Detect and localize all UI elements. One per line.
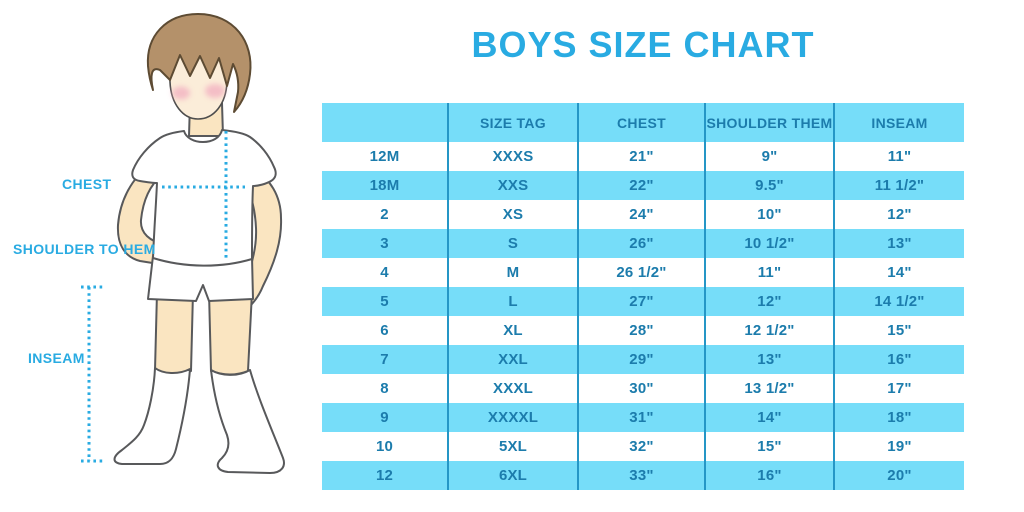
- table-row: 2 XS 24" 10" 12": [322, 200, 964, 229]
- table-cell: 29": [577, 345, 705, 374]
- table-row: 6 XL 28" 12 1/2" 15": [322, 316, 964, 345]
- table-row: 3 S 26" 10 1/2" 13": [322, 229, 964, 258]
- column-header: [322, 103, 448, 142]
- table-cell: 20": [833, 461, 964, 490]
- table-cell: 12 1/2": [704, 316, 834, 345]
- size-table-body: 12M XXXS 21" 9" 11" 18M XXS 22" 9.5" 11 1/2" 2 XS 24…: [322, 142, 964, 490]
- table-cell: 24": [577, 200, 705, 229]
- boy-leg-left: [154, 291, 194, 375]
- boy-sock-left: [113, 367, 191, 465]
- table-cell: 16": [833, 345, 964, 374]
- boy-arm-right: [235, 167, 283, 307]
- boy-leg-right: [208, 291, 253, 376]
- boy-blush-right: [205, 84, 225, 98]
- table-cell: 11": [833, 142, 964, 171]
- table-cell: 10 1/2": [704, 229, 834, 258]
- table-cell: 13": [704, 345, 834, 374]
- table-cell: 12: [322, 461, 448, 490]
- table-cell: 8: [380, 380, 389, 397]
- table-cell: 11 1/2": [833, 171, 964, 200]
- table-row: 7 XXL 29" 13" 16": [322, 345, 964, 374]
- table-row: 8 XXXL 30" 13 1/2" 17": [322, 374, 964, 403]
- table-cell: 9": [704, 142, 834, 171]
- table-cell: 7: [322, 345, 448, 374]
- table-cell: 9.5": [704, 171, 834, 200]
- table-cell: XXS: [447, 171, 578, 200]
- table-row: 9 XXXXL 31" 14" 18": [322, 403, 964, 432]
- table-row: 12 6XL 33" 16" 20": [322, 461, 964, 490]
- boy-hair: [146, 13, 252, 113]
- table-cell: 27": [577, 287, 705, 316]
- inseam-measure-label: INSEAM: [28, 350, 85, 366]
- table-cell: 31": [577, 403, 705, 432]
- shoulder-to-hem-measure-label: SHOULDER TO HEM: [13, 241, 156, 257]
- size-table: SIZE TAG CHEST SHOULDER THEM INSEAM 12M XXXS…: [322, 103, 964, 490]
- column-header: SIZE TAG: [447, 103, 578, 142]
- table-cell: 2: [380, 206, 389, 223]
- table-cell: 26": [577, 229, 705, 258]
- table-cell: 18": [833, 403, 964, 432]
- table-cell: 4: [380, 264, 389, 281]
- table-cell: 15": [704, 432, 834, 461]
- table-row: 18M XXS 22" 9.5" 11 1/2": [322, 171, 964, 200]
- page-title: BOYS SIZE CHART: [471, 24, 815, 65]
- table-row: 5 L 27" 12" 14 1/2": [322, 287, 964, 316]
- boy-figure: CHEST SHOULDER TO HEM INSEAM: [0, 0, 320, 512]
- table-cell: XXXS: [447, 142, 578, 171]
- table-row: 12M XXXS 21" 9" 11": [322, 142, 964, 171]
- table-cell: 14": [704, 403, 834, 432]
- table-cell: 15": [833, 316, 964, 345]
- table-cell: XS: [447, 200, 578, 229]
- table-cell: 5XL: [447, 432, 578, 461]
- table-cell: 28": [577, 316, 705, 345]
- column-header: SHOULDER THEM: [704, 103, 834, 142]
- table-cell: 11": [704, 258, 834, 287]
- table-cell: XXL: [447, 345, 578, 374]
- table-cell: 3: [322, 229, 448, 258]
- table-cell: 16": [704, 461, 834, 490]
- table-header-row: SIZE TAG CHEST SHOULDER THEM INSEAM: [322, 103, 964, 142]
- table-cell: 17": [833, 374, 964, 403]
- table-cell: 32": [577, 432, 705, 461]
- table-cell: XL: [447, 316, 578, 345]
- table-cell: 14": [833, 258, 964, 287]
- column-header: INSEAM: [833, 103, 964, 142]
- table-cell: 14 1/2": [833, 287, 964, 316]
- table-cell: 18M: [322, 171, 448, 200]
- table-row: 10 5XL 32" 15" 19": [322, 432, 964, 461]
- table-cell: 10: [375, 438, 394, 455]
- table-cell: 6: [380, 322, 389, 339]
- column-header: CHEST: [577, 103, 705, 142]
- table-cell: 12": [833, 200, 964, 229]
- chest-measure-label: CHEST: [62, 176, 112, 192]
- boy-shirt: [131, 129, 277, 267]
- table-cell: 10": [704, 200, 834, 229]
- table-cell: 21": [577, 142, 705, 171]
- table-cell: 13": [833, 229, 964, 258]
- table-cell: 19": [833, 432, 964, 461]
- table-cell: L: [447, 287, 578, 316]
- table-cell: M: [447, 258, 578, 287]
- table-cell: 12M: [369, 148, 400, 165]
- table-cell: XXXL: [447, 374, 578, 403]
- table-cell: 5: [322, 287, 448, 316]
- table-cell: 9: [322, 403, 448, 432]
- table-cell: 33": [577, 461, 705, 490]
- table-cell: 13 1/2": [704, 374, 834, 403]
- boy-blush-left: [172, 86, 190, 100]
- table-cell: 12": [704, 287, 834, 316]
- boy-illustration: [81, 13, 285, 474]
- table-row: 4 M 26 1/2" 11" 14": [322, 258, 964, 287]
- table-cell: 30": [577, 374, 705, 403]
- table-cell: XXXXL: [447, 403, 578, 432]
- table-cell: 26 1/2": [577, 258, 705, 287]
- table-cell: S: [447, 229, 578, 258]
- table-cell: 22": [577, 171, 705, 200]
- table-cell: 6XL: [447, 461, 578, 490]
- boy-sock-right: [210, 369, 285, 474]
